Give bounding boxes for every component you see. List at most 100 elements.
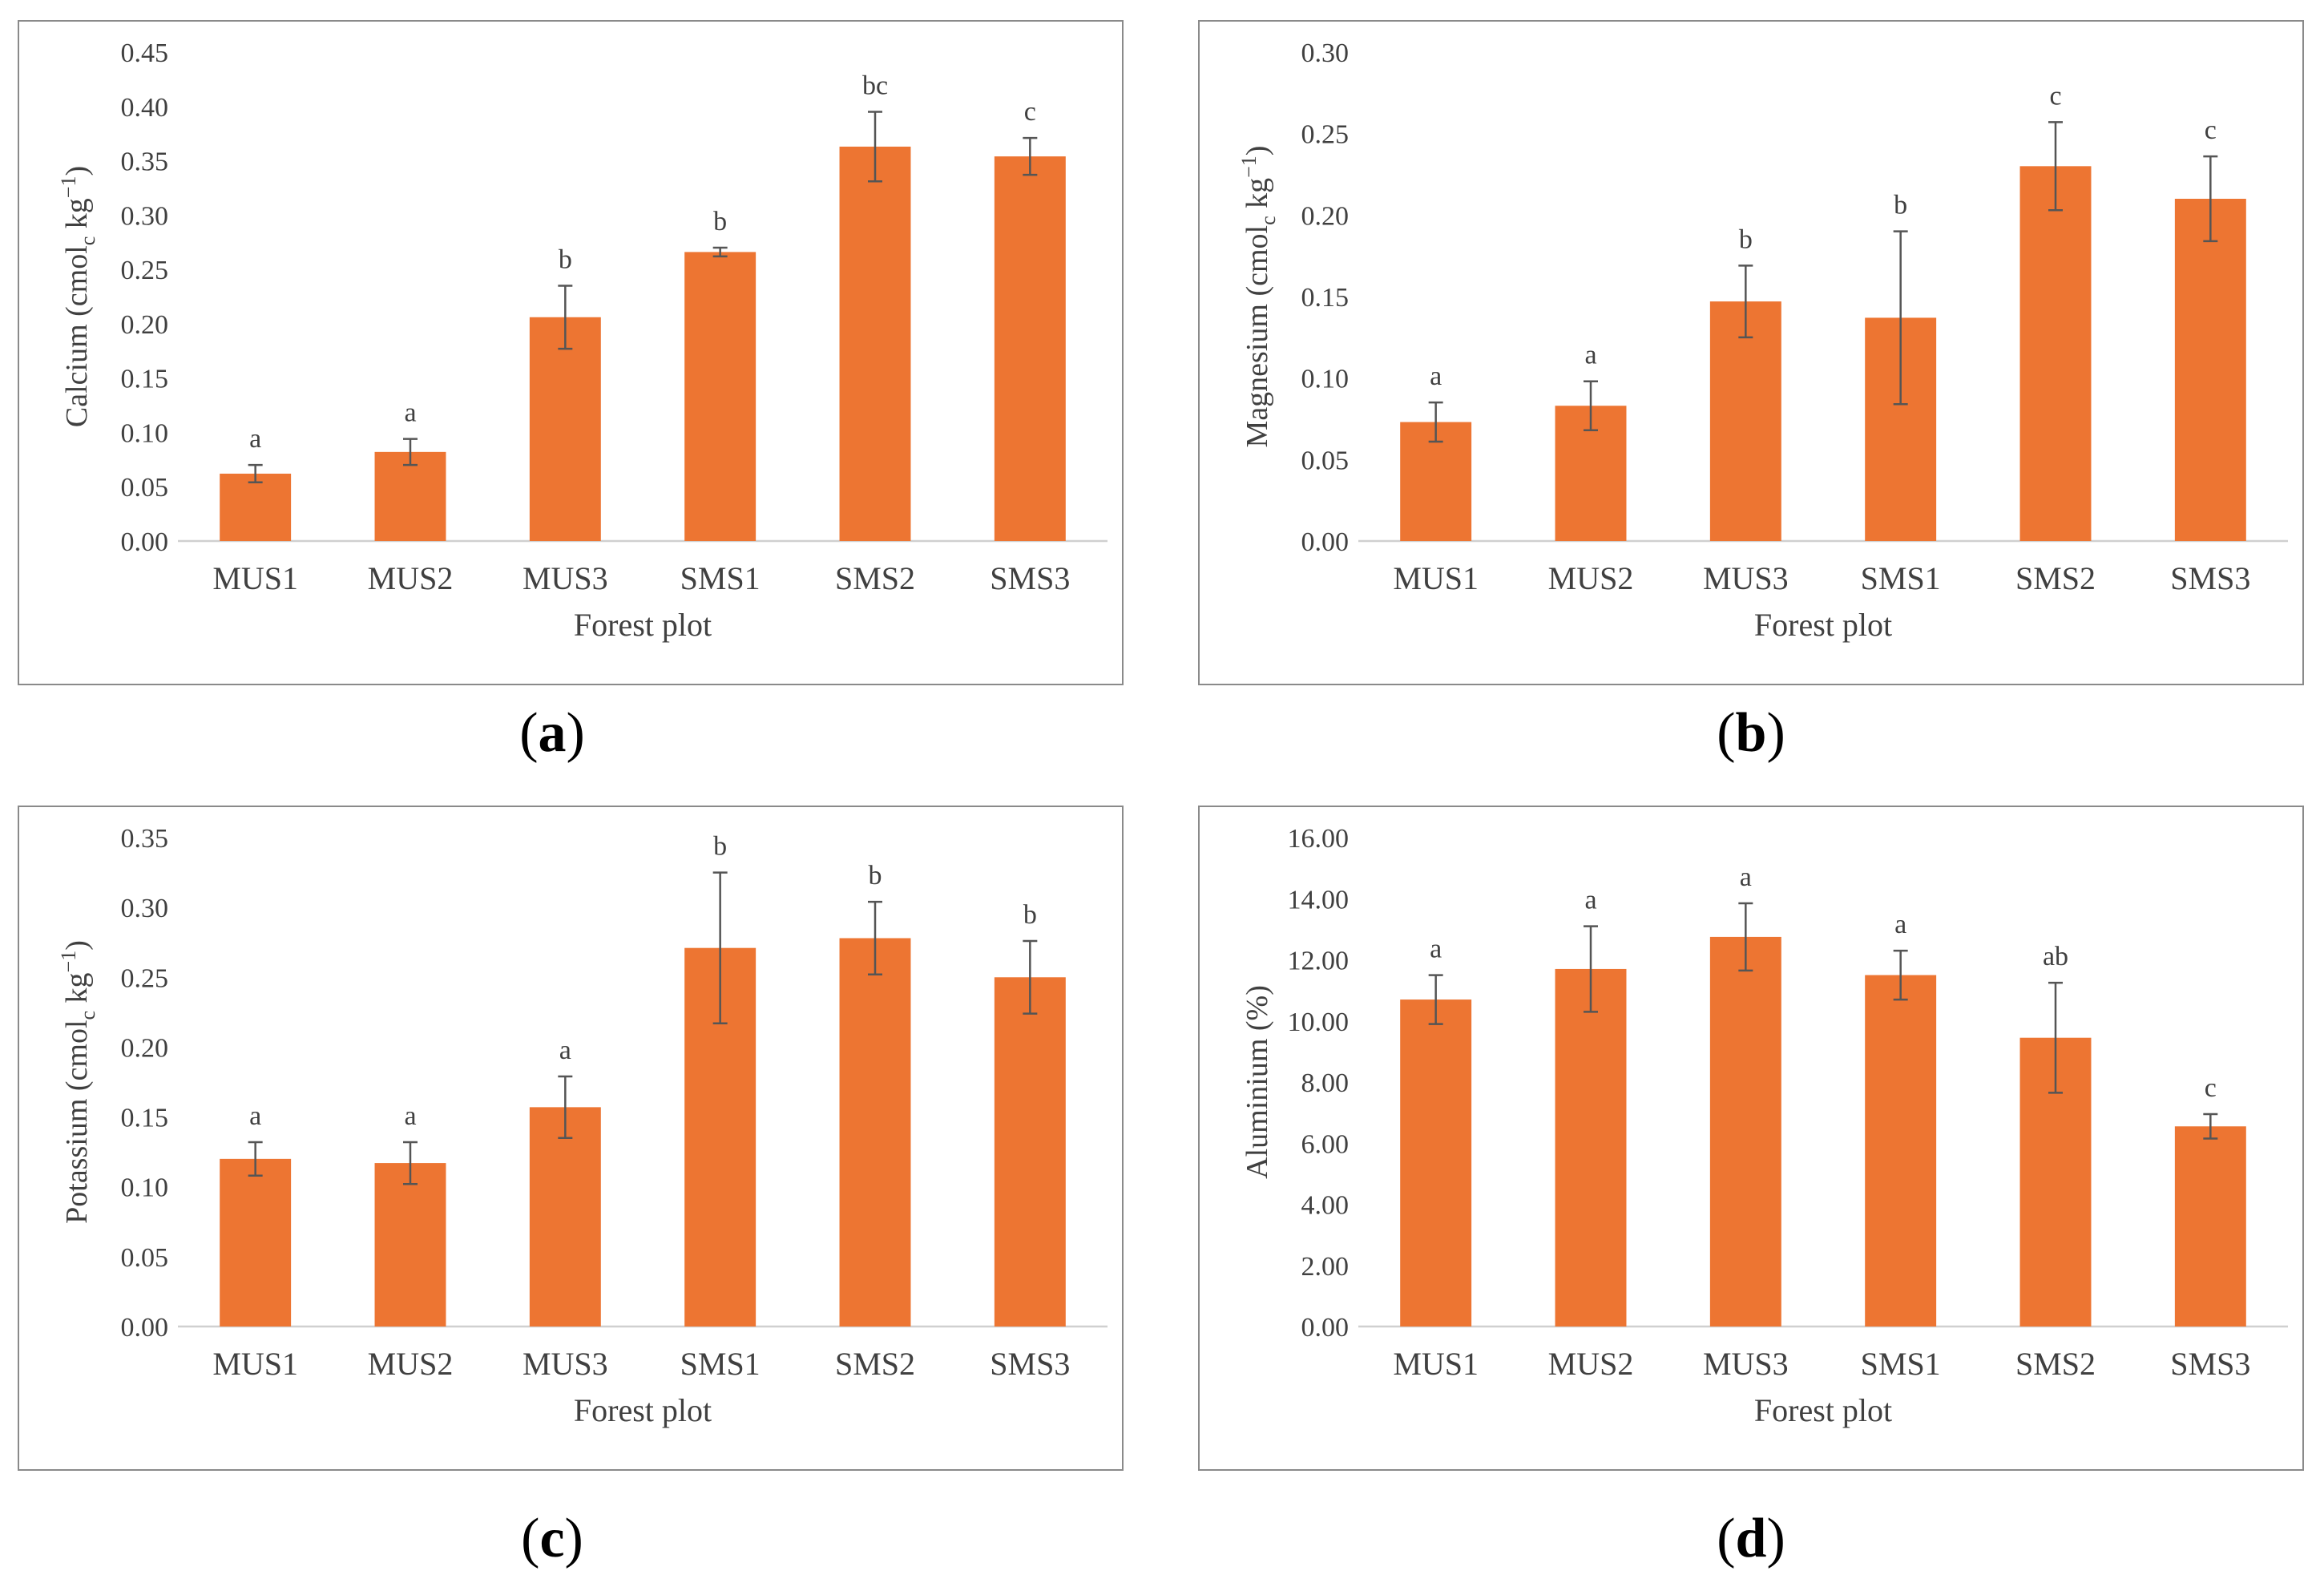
x-tick-label: SMS3 <box>2170 560 2250 596</box>
y-axis-title: Aluminium (%) <box>1241 985 1274 1179</box>
significance-letter: bc <box>862 71 888 101</box>
x-tick-label: SMS2 <box>835 1346 915 1382</box>
y-axis-title-part: kg <box>1241 178 1274 216</box>
y-tick-label: 0.10 <box>121 418 169 448</box>
significance-letter: b <box>713 832 727 862</box>
x-tick-label: SMS1 <box>680 1346 761 1382</box>
y-tick-label: 8.00 <box>1301 1068 1350 1098</box>
x-tick-label: SMS2 <box>2015 560 2096 596</box>
y-tick-label: 14.00 <box>1288 885 1350 915</box>
x-tick-label: SMS3 <box>990 560 1070 596</box>
x-tick-label: MUS1 <box>1393 560 1479 596</box>
y-axis-title-part: −1 <box>57 176 80 199</box>
significance-letter: c <box>1024 97 1036 127</box>
y-tick-label: 0.35 <box>121 147 169 177</box>
y-axis-title-part: ) <box>60 940 94 951</box>
y-tick-label: 0.25 <box>121 256 169 285</box>
bar <box>220 473 292 541</box>
significance-letter: c <box>2205 115 2217 145</box>
y-axis-title-part: kg <box>60 972 94 1011</box>
chart-panel-d: 0.00 2.00 4.00 6.00 8.00 10.00 12.00 14.00 16.00… <box>1198 806 2304 1471</box>
y-tick-label: 0.45 <box>121 38 169 68</box>
y-axis-title-part: kg <box>60 198 94 236</box>
significance-letter: b <box>713 207 727 236</box>
chart-svg: 0.00 2.00 4.00 6.00 8.00 10.00 12.00 14.00 16.00… <box>1198 806 2304 1471</box>
x-tick-label: MUS3 <box>1703 560 1789 596</box>
x-tick-label: MUS3 <box>522 560 608 596</box>
y-tick-label: 0.15 <box>121 365 169 394</box>
y-tick-label: 0.15 <box>1301 283 1350 313</box>
significance-letter: a <box>1740 862 1752 892</box>
significance-letter: a <box>1894 910 1906 939</box>
y-tick-label: 12.00 <box>1288 947 1350 976</box>
y-tick-label: 0.00 <box>1301 527 1350 557</box>
x-tick-label: MUS1 <box>212 1346 298 1382</box>
significance-letter: b <box>1739 224 1753 254</box>
x-tick-label: MUS3 <box>522 1346 608 1382</box>
y-axis-title-part: Magnesium (cmol <box>1241 225 1274 448</box>
chart-panel-c: 0.00 0.05 0.10 0.15 0.20 0.25 0.30 0.35 a MUS1 a MU… <box>18 806 1124 1471</box>
bar <box>1709 301 1781 541</box>
significance-letter: b <box>1894 191 1907 220</box>
y-tick-label: 0.05 <box>1301 446 1350 475</box>
caption-b-letter: b <box>1735 702 1767 764</box>
significance-letter: ab <box>2043 942 2068 971</box>
y-tick-label: 0.15 <box>121 1104 169 1133</box>
significance-letter: b <box>869 861 882 890</box>
y-tick-label: 0.00 <box>1301 1313 1350 1343</box>
significance-letter: a <box>1430 935 1442 964</box>
y-tick-label: 0.30 <box>121 201 169 231</box>
y-axis-title-part: c <box>76 236 99 246</box>
bar <box>1400 999 1472 1327</box>
y-tick-label: 0.30 <box>121 894 169 923</box>
significance-letter: b <box>1023 900 1037 930</box>
significance-letter: a <box>559 1036 571 1065</box>
x-tick-label: SMS1 <box>680 560 761 596</box>
y-tick-label: 0.20 <box>1301 201 1350 231</box>
y-axis-title-part: ) <box>1241 146 1274 156</box>
x-axis-title: Forest plot <box>574 607 712 643</box>
x-tick-label: MUS2 <box>368 560 454 596</box>
x-tick-label: MUS1 <box>1393 1346 1479 1382</box>
significance-letter: a <box>249 1101 261 1131</box>
y-tick-label: 16.00 <box>1288 824 1350 854</box>
x-axis-title: Forest plot <box>574 1392 712 1428</box>
bar <box>2174 1126 2246 1327</box>
y-axis-title-part: Aluminium (%) <box>1241 985 1274 1179</box>
y-tick-label: 0.00 <box>121 527 169 557</box>
y-tick-label: 0.00 <box>121 1313 169 1343</box>
chart-svg: 0.00 0.05 0.10 0.15 0.20 0.25 0.30 a MUS1 a MUS2 b M… <box>1198 20 2304 685</box>
x-tick-label: SMS3 <box>990 1346 1070 1382</box>
y-tick-label: 0.25 <box>121 963 169 993</box>
y-axis-title: Calcium (cmolc kg−1) <box>57 166 99 427</box>
chart-svg: 0.00 0.05 0.10 0.15 0.20 0.25 0.30 0.35 a MUS1 a MU… <box>18 806 1124 1471</box>
chart-panel-b: 0.00 0.05 0.10 0.15 0.20 0.25 0.30 a MUS1 a MUS2 b M… <box>1198 20 2304 685</box>
bar <box>684 252 757 541</box>
significance-letter: a <box>1584 886 1596 915</box>
bar <box>2174 199 2246 541</box>
y-tick-label: 0.25 <box>1301 120 1350 150</box>
x-tick-label: SMS1 <box>1861 560 1941 596</box>
bar <box>529 1107 601 1327</box>
y-axis-title-part: −1 <box>1237 155 1261 178</box>
bar <box>2019 166 2092 542</box>
bar <box>994 156 1066 541</box>
y-tick-label: 0.20 <box>121 1033 169 1063</box>
y-axis-title: Magnesium (cmolc kg−1) <box>1237 146 1280 448</box>
y-tick-label: 0.10 <box>1301 365 1350 394</box>
caption-d-letter: d <box>1735 1508 1767 1569</box>
bar <box>220 1158 292 1327</box>
bar <box>374 1163 446 1327</box>
significance-letter: a <box>404 1101 416 1131</box>
significance-letter: b <box>559 244 572 274</box>
bar <box>1709 936 1781 1327</box>
y-tick-label: 6.00 <box>1301 1129 1350 1159</box>
caption-b: (b) <box>1717 702 1785 764</box>
chart-svg: 0.00 0.05 0.10 0.15 0.20 0.25 0.30 0.35 0.40 0.45… <box>18 20 1124 685</box>
y-tick-label: 0.10 <box>121 1173 169 1203</box>
x-tick-label: SMS2 <box>2015 1346 2096 1382</box>
bar <box>1865 975 1937 1327</box>
caption-a: (a) <box>519 702 585 764</box>
bar <box>839 938 911 1327</box>
significance-letter: c <box>2049 81 2061 111</box>
